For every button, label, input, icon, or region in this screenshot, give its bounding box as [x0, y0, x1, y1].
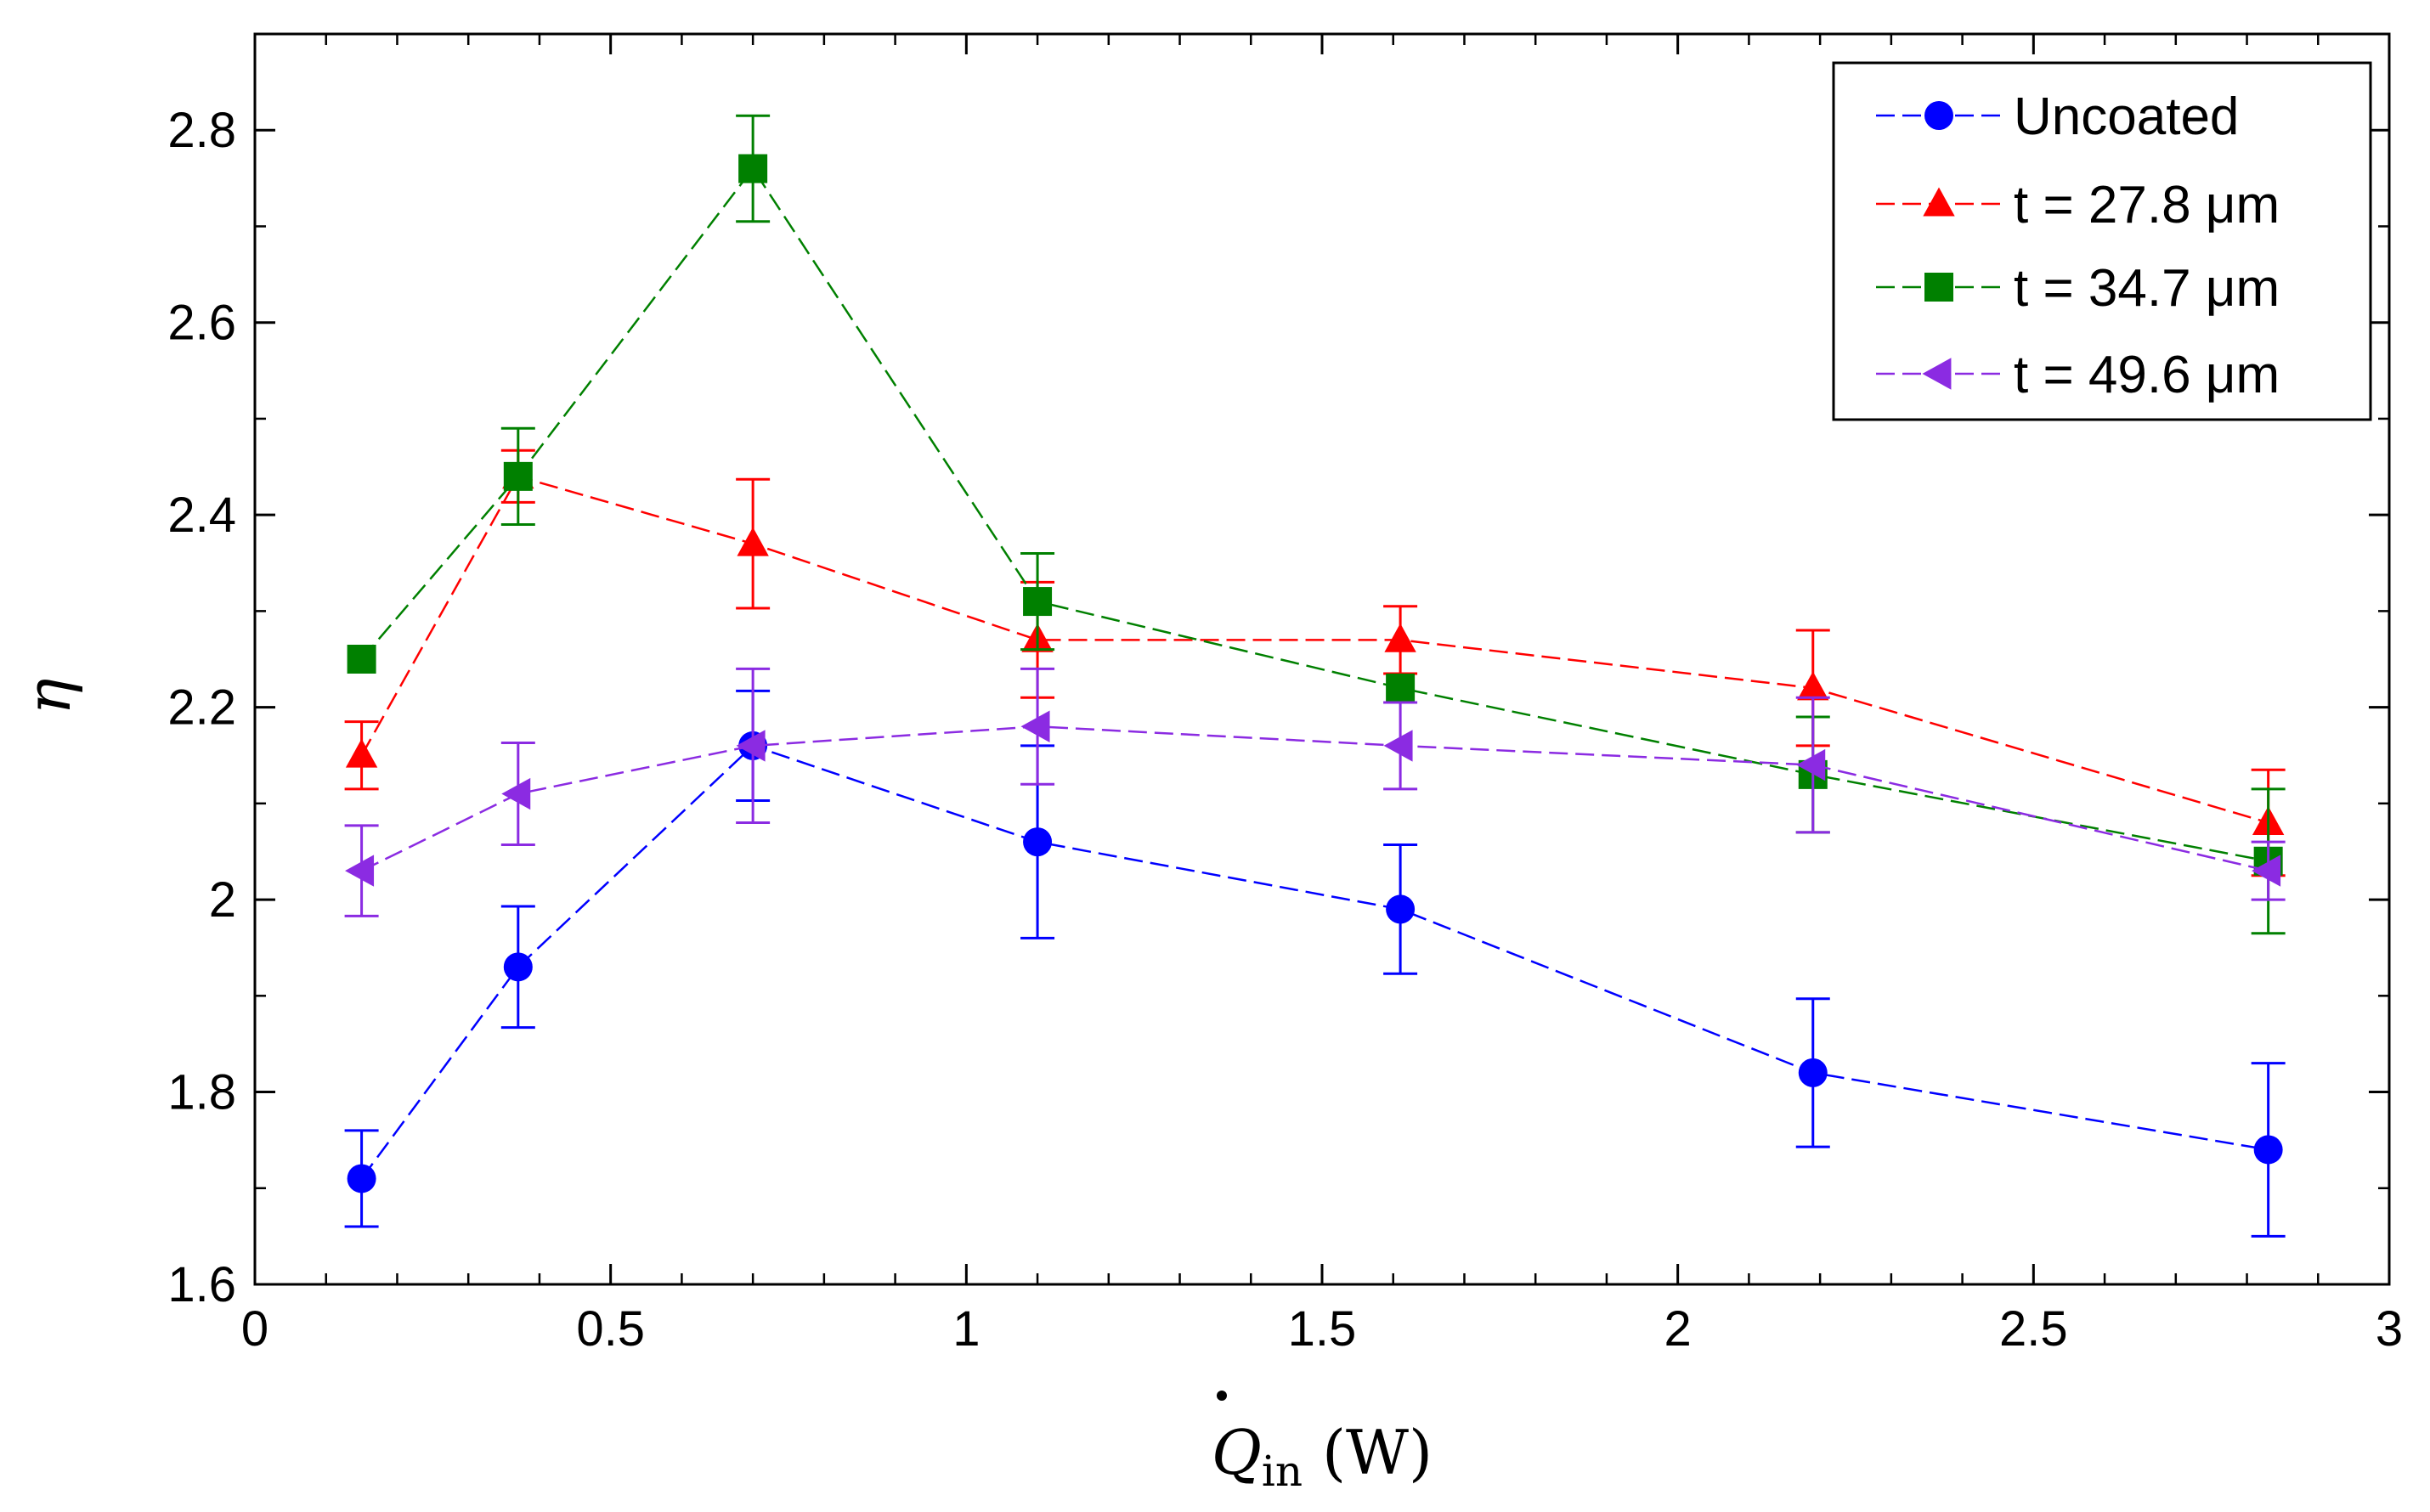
series-4	[344, 667, 2286, 917]
y-tick-label: 1.8	[167, 1065, 236, 1120]
x-tick-label: 0.5	[576, 1301, 645, 1357]
legend-label: t = 27.8 μm	[2014, 176, 2280, 234]
x-axis-title-dot	[1217, 1391, 1227, 1401]
legend-entry: Uncoated	[1876, 87, 2239, 146]
y-tick-label: 2	[209, 872, 236, 928]
data-point	[2252, 855, 2281, 887]
data-point	[1798, 1058, 1828, 1087]
y-tick-label: 2.4	[167, 488, 236, 543]
legend-marker	[1924, 273, 1953, 302]
legend-marker	[1924, 101, 1953, 130]
x-tick-label: 2.5	[1999, 1301, 2068, 1357]
series-line	[360, 475, 2269, 824]
plot-marks	[344, 114, 2286, 1238]
data-point	[738, 154, 768, 183]
data-point	[1386, 894, 1416, 924]
data-point	[503, 461, 533, 491]
data-point	[1796, 748, 1826, 781]
legend-entry: t = 27.8 μm	[1876, 176, 2280, 234]
data-point	[1020, 710, 1050, 742]
data-point	[1023, 587, 1053, 617]
data-point	[501, 777, 531, 810]
y-tick-label: 2.6	[167, 296, 236, 351]
data-point	[737, 527, 769, 556]
legend-box	[1832, 61, 2372, 421]
data-point	[345, 738, 378, 768]
data-point	[347, 1164, 376, 1193]
data-point	[1023, 827, 1053, 857]
x-tick-label: 0	[241, 1301, 268, 1357]
data-point	[1386, 673, 1416, 702]
legend-entry: t = 49.6 μm	[1876, 346, 2280, 404]
y-tick-label: 2.2	[167, 680, 236, 736]
axis-titles: Qin (W) η	[13, 678, 1433, 1496]
series-line	[360, 744, 2269, 1180]
data-point	[1797, 671, 1829, 701]
series-line	[361, 725, 2269, 872]
data-point	[1384, 623, 1416, 652]
x-tick-label: 1	[952, 1301, 980, 1357]
legend-entry: t = 34.7 μm	[1876, 259, 2280, 318]
y-tick-label: 2.8	[167, 103, 236, 158]
axes: 0 0.5 1 1.5 2 2.5 3 1.6 1.8 2 2.2 2.4 2.6 2.8	[167, 32, 2403, 1357]
data-point	[347, 645, 376, 674]
legend-label: t = 34.7 μm	[2014, 259, 2280, 318]
legend-marker	[1923, 187, 1955, 217]
x-axis-title: Qin (W)	[1212, 1417, 1433, 1496]
series-2	[344, 449, 2286, 877]
series-1	[344, 689, 2286, 1238]
y-tick-label: 1.6	[167, 1257, 236, 1312]
legend: Uncoated t = 27.8 μm t = 34.7 μm t = 49.6 μ…	[1832, 61, 2372, 421]
data-point	[345, 855, 375, 887]
data-point	[1383, 730, 1413, 762]
x-tick-label: 3	[2376, 1301, 2403, 1357]
legend-label: t = 49.6 μm	[2014, 346, 2280, 404]
x-tick-label: 2	[1664, 1301, 1692, 1357]
y-axis-title: η	[13, 678, 84, 714]
data-point	[736, 730, 766, 762]
legend-label: Uncoated	[2014, 87, 2239, 146]
data-point	[503, 952, 533, 982]
x-tick-label: 1.5	[1288, 1301, 1357, 1357]
legend-marker	[1922, 358, 1952, 390]
data-point	[2253, 1135, 2283, 1165]
